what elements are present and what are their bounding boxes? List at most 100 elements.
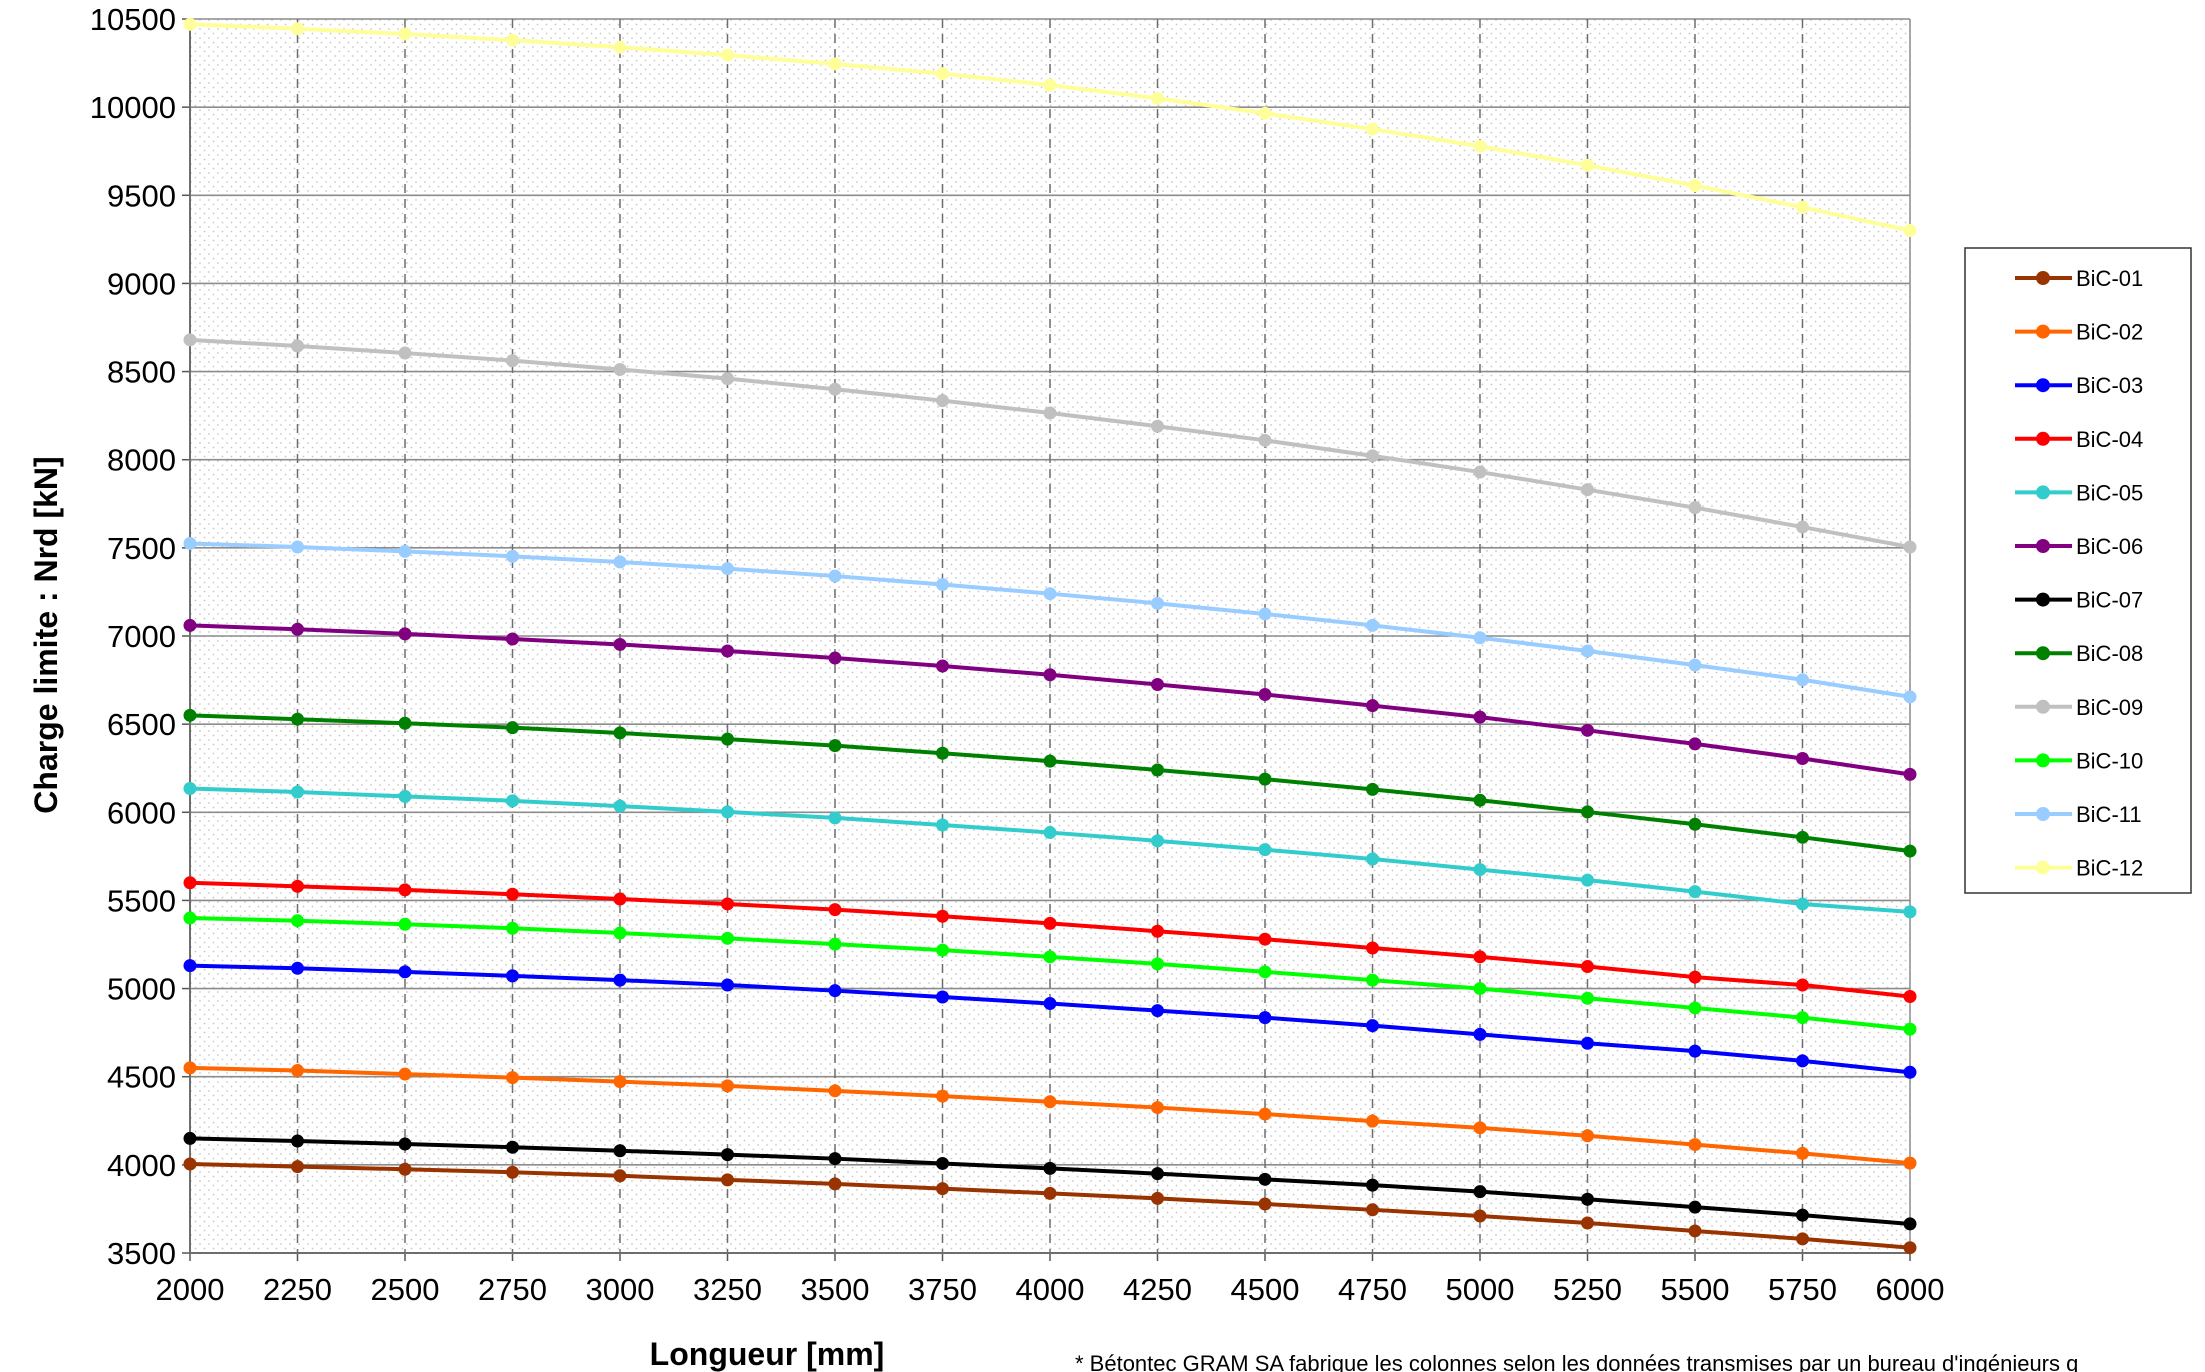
data-point xyxy=(1366,1203,1379,1217)
data-point xyxy=(291,339,304,353)
data-point xyxy=(183,1157,197,1171)
data-point xyxy=(936,746,949,760)
y-axis-tick-labels: 3500 4000 4500 5000 5500 6000 6500 7000 7500 8000… xyxy=(90,2,176,1271)
data-point xyxy=(183,1131,197,1145)
x-tick-label: 3000 xyxy=(586,1272,655,1307)
data-point xyxy=(613,40,627,54)
data-point xyxy=(506,632,519,646)
data-point xyxy=(721,931,734,945)
data-point xyxy=(1258,433,1272,447)
data-point xyxy=(1043,754,1057,768)
data-point xyxy=(506,549,519,563)
y-tick-label: 3500 xyxy=(107,1236,176,1271)
data-point xyxy=(398,965,412,979)
data-point xyxy=(936,394,949,408)
data-point xyxy=(1796,752,1809,766)
data-point xyxy=(1688,1224,1702,1238)
legend-label: BiC-11 xyxy=(2076,802,2142,827)
data-point xyxy=(936,990,949,1004)
data-point xyxy=(506,1140,519,1154)
data-point xyxy=(1688,658,1702,672)
data-point xyxy=(183,876,197,890)
data-point xyxy=(721,1173,734,1187)
y-tick-label: 4000 xyxy=(107,1148,176,1183)
legend-label: BiC-03 xyxy=(2076,373,2143,398)
data-point xyxy=(1043,1095,1057,1109)
data-point xyxy=(721,562,734,576)
data-point xyxy=(613,726,627,740)
data-point xyxy=(1903,1022,1917,1036)
data-point xyxy=(183,618,197,632)
data-point xyxy=(291,879,304,893)
y-tick-label: 8000 xyxy=(107,443,176,478)
data-point xyxy=(183,959,197,973)
series-BiC-11 xyxy=(183,536,1917,704)
data-point xyxy=(1688,1138,1702,1152)
data-point xyxy=(1473,1209,1487,1223)
data-point xyxy=(1043,587,1057,601)
data-point xyxy=(291,785,304,799)
data-point xyxy=(613,799,627,813)
data-point xyxy=(613,1144,627,1158)
data-point xyxy=(1796,1208,1809,1222)
data-point xyxy=(1473,1185,1487,1199)
data-point xyxy=(721,1079,734,1093)
x-tick-label: 6000 xyxy=(1876,1272,1945,1307)
data-point xyxy=(506,1165,519,1179)
data-point xyxy=(1581,483,1594,497)
data-point xyxy=(1688,179,1702,193)
data-point xyxy=(1258,1197,1272,1211)
data-point xyxy=(1366,941,1379,955)
data-point xyxy=(936,943,949,957)
legend-swatch-marker xyxy=(2036,699,2050,714)
data-point xyxy=(721,732,734,746)
data-point xyxy=(1151,924,1164,938)
data-point xyxy=(613,362,627,376)
data-point xyxy=(1258,932,1272,946)
y-tick-label: 9500 xyxy=(107,178,176,213)
legend-box xyxy=(1964,247,2192,894)
data-point xyxy=(1151,1167,1164,1181)
data-point xyxy=(398,1067,412,1081)
data-point xyxy=(936,1089,949,1103)
data-point xyxy=(1366,1019,1379,1033)
data-point xyxy=(1473,950,1487,964)
footnote: * Bétontec GRAM SA fabrique les colonnes… xyxy=(1075,1351,2078,1372)
data-point xyxy=(183,333,197,347)
data-point xyxy=(398,1162,412,1176)
data-point xyxy=(1903,224,1917,238)
x-tick-label: 5000 xyxy=(1446,1272,1515,1307)
series-BiC-07 xyxy=(183,1131,1917,1231)
series-BiC-10 xyxy=(183,911,1917,1036)
data-point xyxy=(1581,873,1594,887)
data-point xyxy=(291,1134,304,1148)
data-point xyxy=(1258,1172,1272,1186)
legend-item: BiC-05 xyxy=(2015,480,2143,505)
data-point xyxy=(1473,982,1487,996)
data-point xyxy=(1151,1101,1164,1115)
data-point xyxy=(1151,957,1164,971)
data-point xyxy=(1366,122,1379,136)
data-point xyxy=(1473,631,1487,645)
data-point xyxy=(1796,978,1809,992)
y-tick-label: 4500 xyxy=(107,1060,176,1095)
legend-label: BiC-08 xyxy=(2076,641,2143,666)
series-BiC-02 xyxy=(183,1061,1917,1170)
x-tick-label: 5750 xyxy=(1768,1272,1837,1307)
legend-swatch-marker xyxy=(2036,378,2050,393)
legend-swatch-marker xyxy=(2036,860,2050,875)
data-point xyxy=(1258,843,1272,857)
data-point xyxy=(828,1152,842,1166)
data-point xyxy=(828,739,842,753)
legend-label: BiC-02 xyxy=(2076,320,2143,345)
data-point xyxy=(1688,970,1702,984)
data-point xyxy=(721,978,734,992)
data-point xyxy=(291,961,304,975)
data-point xyxy=(828,984,842,998)
data-point xyxy=(828,1177,842,1191)
legend-swatch-marker xyxy=(2036,807,2050,821)
legend-label: BiC-07 xyxy=(2076,588,2143,613)
series-BiC-01 xyxy=(183,1157,1917,1255)
y-tick-label: 5000 xyxy=(107,972,176,1007)
data-point xyxy=(1258,607,1272,621)
